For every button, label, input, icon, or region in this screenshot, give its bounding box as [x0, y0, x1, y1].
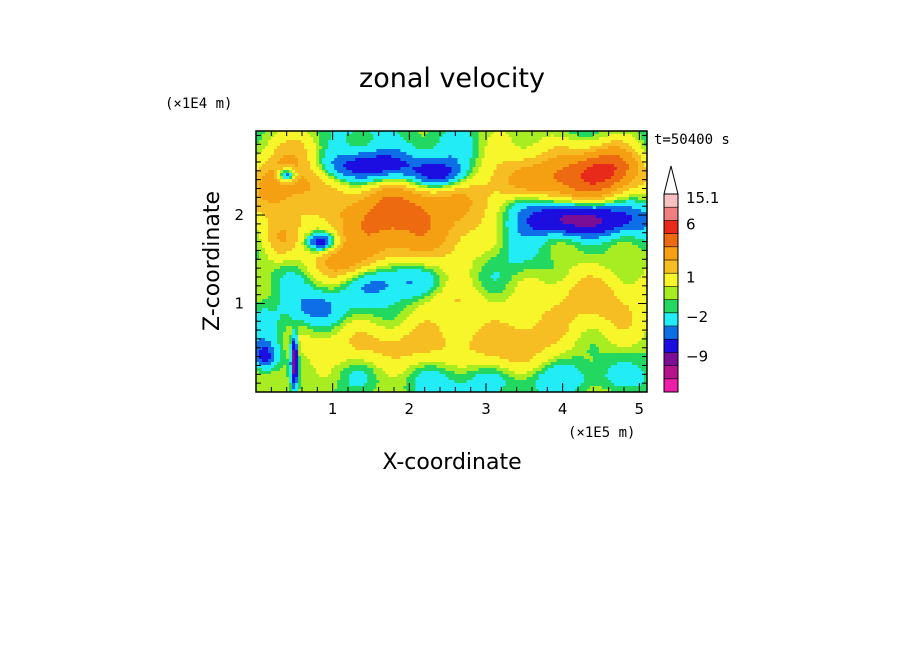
- colorbar-level: [664, 273, 678, 287]
- colorbar-level: [664, 326, 678, 340]
- x-tick-label: 5: [635, 400, 645, 418]
- colorbar-extend-arrow: [663, 165, 679, 195]
- x-tick-label: 4: [558, 400, 568, 418]
- colorbar-label: −9: [686, 348, 708, 366]
- x-tick-label: 3: [481, 400, 491, 418]
- colorbar-label: −2: [686, 308, 708, 326]
- colorbar-level: [664, 339, 678, 353]
- x-axis-label: X-coordinate: [382, 450, 521, 475]
- y-axis-label: Z-coordinate: [200, 191, 225, 331]
- x-tick-label: 1: [328, 400, 338, 418]
- chart-title: zonal velocity: [359, 63, 545, 94]
- colorbar-label: 1: [686, 268, 696, 286]
- colorbar: 15.1 6 1 −2 −9: [663, 165, 719, 393]
- colorbar-level: [664, 220, 678, 234]
- colorbar-level: [664, 233, 678, 248]
- y-scale-label: (×1E4 m): [165, 96, 232, 112]
- time-label: t=50400 s: [654, 132, 730, 148]
- colorbar-label: 6: [686, 216, 696, 234]
- y-tick-label: 2: [234, 206, 244, 224]
- contour-fill: [256, 131, 647, 392]
- x-tick-label: 2: [405, 400, 415, 418]
- x-ticks: 1 2 3 4 5: [255, 131, 645, 418]
- colorbar-level: [664, 352, 678, 366]
- colorbar-label: 15.1: [686, 189, 719, 207]
- colorbar-level: [664, 246, 678, 261]
- colorbar-level: [664, 312, 678, 327]
- colorbar-level: [664, 194, 678, 208]
- colorbar-level: [664, 207, 678, 221]
- colorbar-level: [664, 286, 678, 300]
- colorbar-level: [664, 260, 678, 274]
- y-ticks: 12: [234, 134, 647, 393]
- colorbar-level: [664, 299, 678, 314]
- plot-frame: [255, 130, 648, 393]
- colorbar-frame: [663, 193, 679, 393]
- colorbar-level: [664, 378, 678, 393]
- colorbar-level: [664, 365, 678, 380]
- x-scale-label: (×1E5 m): [568, 425, 635, 441]
- y-tick-label: 1: [234, 295, 244, 313]
